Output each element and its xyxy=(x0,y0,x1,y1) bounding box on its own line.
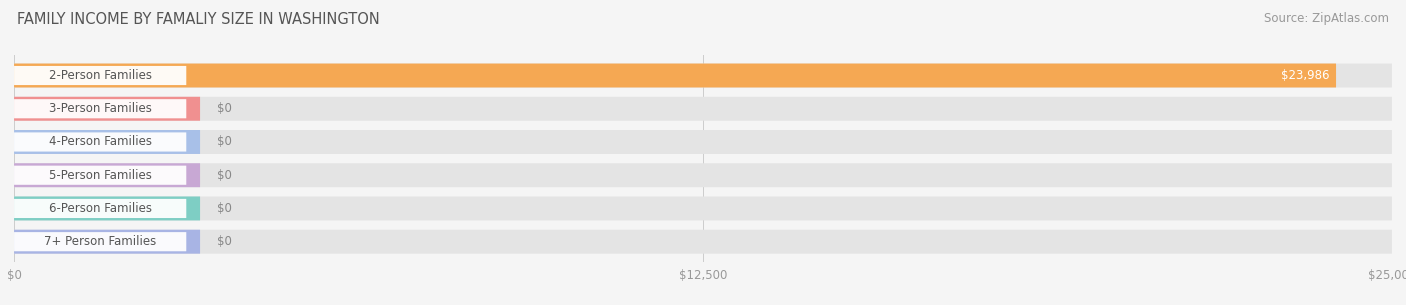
Text: FAMILY INCOME BY FAMALIY SIZE IN WASHINGTON: FAMILY INCOME BY FAMALIY SIZE IN WASHING… xyxy=(17,12,380,27)
FancyBboxPatch shape xyxy=(14,163,1392,187)
FancyBboxPatch shape xyxy=(14,163,200,187)
FancyBboxPatch shape xyxy=(14,132,187,152)
FancyBboxPatch shape xyxy=(14,63,1392,88)
FancyBboxPatch shape xyxy=(14,130,200,154)
Text: $23,986: $23,986 xyxy=(1281,69,1329,82)
FancyBboxPatch shape xyxy=(14,232,187,251)
FancyBboxPatch shape xyxy=(14,130,1392,154)
Text: 2-Person Families: 2-Person Families xyxy=(49,69,152,82)
FancyBboxPatch shape xyxy=(14,166,187,185)
FancyBboxPatch shape xyxy=(14,199,187,218)
Text: 4-Person Families: 4-Person Families xyxy=(49,135,152,149)
Text: Source: ZipAtlas.com: Source: ZipAtlas.com xyxy=(1264,12,1389,25)
Text: $0: $0 xyxy=(217,102,232,115)
FancyBboxPatch shape xyxy=(14,66,187,85)
Text: 7+ Person Families: 7+ Person Families xyxy=(44,235,156,248)
Text: $0: $0 xyxy=(217,202,232,215)
FancyBboxPatch shape xyxy=(14,230,200,254)
FancyBboxPatch shape xyxy=(14,63,1336,88)
Text: 3-Person Families: 3-Person Families xyxy=(49,102,152,115)
FancyBboxPatch shape xyxy=(14,230,1392,254)
FancyBboxPatch shape xyxy=(14,196,1392,221)
Text: 5-Person Families: 5-Person Families xyxy=(49,169,152,182)
Text: 6-Person Families: 6-Person Families xyxy=(49,202,152,215)
Text: $0: $0 xyxy=(217,169,232,182)
FancyBboxPatch shape xyxy=(14,97,200,121)
Text: $0: $0 xyxy=(217,235,232,248)
FancyBboxPatch shape xyxy=(14,99,187,118)
Text: $0: $0 xyxy=(217,135,232,149)
FancyBboxPatch shape xyxy=(14,97,1392,121)
FancyBboxPatch shape xyxy=(14,196,200,221)
